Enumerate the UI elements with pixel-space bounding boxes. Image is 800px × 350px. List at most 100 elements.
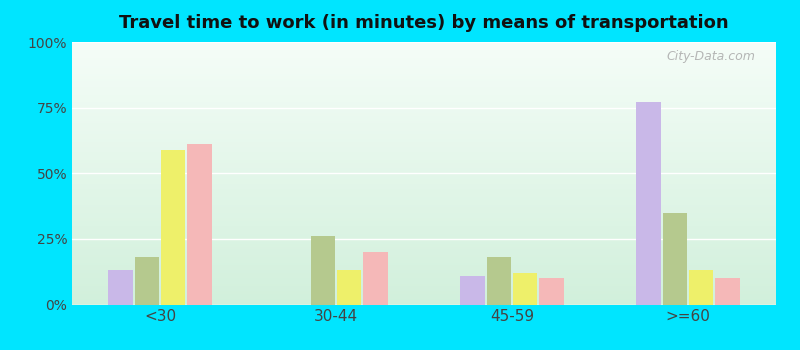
Bar [72,163,776,166]
Bar [72,102,776,105]
Bar [72,147,776,150]
Bar [72,152,776,155]
Bar [689,270,714,304]
Bar [72,58,776,60]
Bar [72,155,776,158]
Bar [108,270,133,304]
Bar [72,131,776,134]
Bar [72,94,776,97]
Bar [486,257,511,304]
Bar [72,286,776,289]
Bar [72,181,776,184]
Bar [72,281,776,284]
Bar [72,82,776,84]
Bar [72,89,776,92]
Bar [72,142,776,144]
Bar [72,87,776,89]
Bar [72,212,776,215]
Bar [636,102,661,304]
Bar [72,289,776,291]
Bar [72,202,776,205]
Bar [72,113,776,116]
Bar [72,47,776,50]
Bar [72,110,776,113]
Bar [363,252,388,304]
Bar [72,97,776,100]
Bar [72,197,776,199]
Bar [72,234,776,236]
Bar [72,105,776,108]
Bar [187,144,212,304]
Bar [72,255,776,257]
Bar [72,236,776,239]
Bar [134,257,159,304]
Bar [72,207,776,210]
Bar [72,268,776,270]
Bar [72,68,776,71]
Bar [72,108,776,110]
Bar [337,270,362,304]
Bar [72,178,776,181]
Bar [72,194,776,197]
Bar [310,236,335,304]
Bar [72,52,776,55]
Bar [72,66,776,68]
Bar [72,63,776,66]
Bar [72,134,776,136]
Bar [72,184,776,186]
Bar [72,116,776,118]
Bar [72,244,776,247]
Bar [72,92,776,94]
Bar [72,284,776,286]
Bar [72,215,776,218]
Bar [72,192,776,194]
Bar [72,60,776,63]
Bar [72,79,776,82]
Bar [72,291,776,294]
Bar [662,212,687,304]
Bar [72,265,776,268]
Bar [72,42,776,44]
Bar [72,273,776,276]
Bar [72,228,776,231]
Bar [72,136,776,139]
Bar [72,270,776,273]
Bar [72,144,776,147]
Bar [72,231,776,234]
Bar [72,299,776,302]
Bar [72,84,776,87]
Bar [72,223,776,226]
Bar [72,294,776,297]
Bar [72,189,776,192]
Bar [72,74,776,76]
Bar [715,278,740,304]
Bar [72,173,776,176]
Bar [72,139,776,142]
Bar [72,166,776,168]
Bar [72,241,776,244]
Bar [72,247,776,249]
Bar [72,226,776,229]
Bar [72,158,776,160]
Bar [72,278,776,281]
Bar [72,100,776,102]
Bar [72,129,776,131]
Bar [72,186,776,189]
Bar [460,276,485,304]
Bar [72,205,776,207]
Bar [72,176,776,178]
Bar [72,262,776,265]
Title: Travel time to work (in minutes) by means of transportation: Travel time to work (in minutes) by mean… [119,14,729,32]
Bar [72,121,776,124]
Bar [161,150,186,304]
Bar [72,260,776,262]
Bar [72,150,776,152]
Bar [72,118,776,121]
Text: City-Data.com: City-Data.com [666,50,755,63]
Bar [72,50,776,52]
Bar [72,160,776,163]
Bar [72,124,776,126]
Bar [72,249,776,252]
Bar [72,126,776,129]
Bar [72,239,776,241]
